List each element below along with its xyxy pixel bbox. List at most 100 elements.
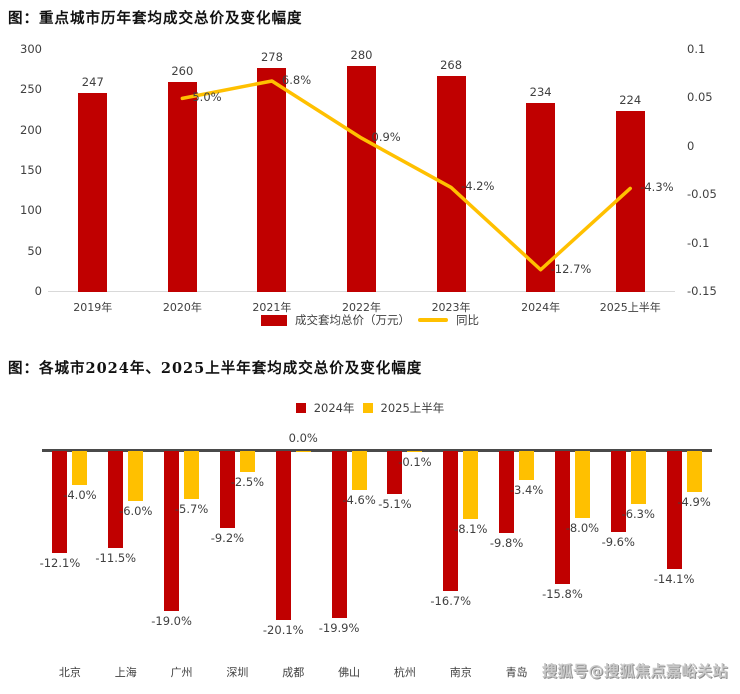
chart1-right-axis-tick: 0.05 <box>687 90 713 105</box>
chart1-left-axis-tick: 0 <box>34 284 42 298</box>
chart2-zero-axis-line <box>42 449 712 452</box>
chart2-city-label: 深圳 <box>226 666 249 679</box>
chart1-bar-value-label: 260 <box>171 64 194 79</box>
chart2-bar-2024 <box>499 451 515 534</box>
chart2-bar-value-label: -5.7% <box>174 501 209 516</box>
chart2-bar-value-label: -4.0% <box>63 487 97 502</box>
chart2-bar-2024 <box>52 451 68 553</box>
chart1-left-axis-tick: 100 <box>20 203 42 218</box>
chart2-legend: 2024年 2025上半年 <box>0 400 740 416</box>
chart2-bar-value-label: -19.0% <box>151 613 192 628</box>
chart2-bar-2025 <box>184 451 200 499</box>
chart1-left-axis-tick: 250 <box>20 82 42 97</box>
chart1-bar-value-label: 268 <box>440 57 463 72</box>
chart2-bar-value-label: -6.3% <box>621 506 655 521</box>
legend-2025-swatch <box>362 403 373 413</box>
chart2-bar-value-label: -4.6% <box>342 492 376 507</box>
chart2-bar-2025 <box>686 451 702 493</box>
chart2-bar-value-label: -8.0% <box>565 521 600 536</box>
chart2-city-label: 北京 <box>58 666 81 679</box>
chart1-bar-value-label: 234 <box>529 85 552 100</box>
chart2-bar-value-label: -19.9% <box>318 621 360 636</box>
chart1-bar <box>257 67 287 292</box>
chart2-bar-2025 <box>128 451 144 502</box>
chart1-plot-area: 0 50 100 150 200 250 300 0.1 0.05 0 -0.05 -0.1 -0.15… <box>20 42 717 314</box>
chart1-line-point-label: -4.2% <box>461 179 495 194</box>
chart2-bar-value-label: -9.2% <box>210 531 245 546</box>
chart2-category-labels: 北京 上海 广州 深圳 成都 佛山 杭州 南京 青岛 <box>42 664 712 682</box>
chart1-line-point-label: -4.3% <box>640 180 674 195</box>
legend-line-swatch <box>418 318 448 322</box>
chart2-bar-value-label: -5.1% <box>378 496 412 511</box>
chart1-right-axis-tick: -0.05 <box>687 187 717 202</box>
chart2-bar-2024 <box>108 451 124 548</box>
chart2-bar-2024 <box>666 451 682 570</box>
chart1-yoy-line <box>180 79 632 272</box>
chart1-left-axis-tick: 300 <box>20 42 42 56</box>
chart2-bar-2025 <box>295 451 311 452</box>
chart1-bar <box>167 82 197 292</box>
chart1-right-axis-tick: 0 <box>687 138 695 153</box>
chart2-bar-2025 <box>463 451 479 520</box>
chart2-city-label: 成都 <box>282 666 305 679</box>
chart1-legend: 成交套均总价（万元） 同比 <box>0 312 740 328</box>
chart1-bar-value-label: 247 <box>81 74 104 89</box>
chart2-bar-2025 <box>72 451 88 485</box>
chart2-city-label: 南京 <box>449 666 472 679</box>
chart1-line-point-label: 0.9% <box>371 130 401 145</box>
chart2-bar-2024 <box>443 451 459 592</box>
chart1-bar-value-label: 278 <box>260 49 283 64</box>
chart1-x-axis-label: 2025上半年 <box>599 301 661 314</box>
chart2-bar-2024 <box>554 451 570 584</box>
chart2-bar-2024 <box>610 451 626 532</box>
chart2-bar-value-label: -9.8% <box>489 536 524 551</box>
chart2-bar-2024 <box>275 451 291 620</box>
chart2-title: 图：各城市2024年、2025上半年套均成交总价及变化幅度 <box>8 360 423 377</box>
legend-2024-label: 2024年 <box>313 401 355 415</box>
chart2-bar-2025 <box>519 451 535 480</box>
chart1-right-axis-tick: -0.15 <box>687 284 717 298</box>
legend-2024-swatch <box>295 403 306 413</box>
chart1-x-axis-label: 2019年 <box>73 301 113 314</box>
chart1-right-axis-tick: -0.1 <box>687 235 710 250</box>
chart2-bar-value-label: 0.0% <box>288 431 318 445</box>
chart2-city-label: 上海 <box>114 666 137 679</box>
chart1-line-point-label: 6.8% <box>281 72 312 87</box>
legend-2025-label: 2025上半年 <box>380 401 445 415</box>
chart2-bar-2024 <box>219 451 235 529</box>
chart2-bar-value-label: -20.1% <box>262 622 304 637</box>
chart2-bar-2024 <box>331 451 347 619</box>
chart1-left-axis-tick: 50 <box>27 243 42 258</box>
chart2-city-label: 佛山 <box>338 666 361 679</box>
chart1-bar-value-label: 224 <box>619 93 642 108</box>
watermark-text: 搜狐号@搜狐焦点嘉峪关站 <box>542 662 729 680</box>
chart1-x-axis-label: 2024年 <box>521 301 561 314</box>
chart2-bar-value-label: -11.5% <box>95 550 137 565</box>
chart2-bar-value-label: -2.5% <box>230 475 265 489</box>
chart2-city-label: 杭州 <box>393 666 416 679</box>
chart2-bar-value-label: -9.6% <box>601 534 635 549</box>
yoy-line-path <box>180 79 632 272</box>
chart1-line-point-label: -12.7% <box>550 261 592 276</box>
chart2-bar-2025 <box>574 451 590 519</box>
chart2-bar-2025 <box>351 451 367 490</box>
chart1-bar <box>615 111 645 292</box>
chart2-bar-value-label: -8.1% <box>454 522 488 537</box>
chart2-bar-value-label: -6.0% <box>119 504 153 519</box>
chart2-bar-2024 <box>164 451 180 611</box>
chart1-bar-value-label: 280 <box>350 48 373 63</box>
chart2-city-label: 广州 <box>170 666 193 679</box>
chart2-bar-value-label: -15.8% <box>542 586 583 601</box>
chart1-left-axis-tick: 200 <box>20 122 42 137</box>
chart1-bar <box>347 66 376 292</box>
legend-line-label: 同比 <box>456 313 479 327</box>
chart2-bar-value-label: -4.9% <box>677 495 711 510</box>
chart1-x-axis-label: 2021年 <box>252 301 292 314</box>
chart2-bar-value-label: -14.1% <box>653 572 695 587</box>
chart2-bar-value-label: -12.1% <box>39 555 81 570</box>
chart2-bar-2025 <box>630 451 646 504</box>
chart2-bar-2025 <box>239 451 255 472</box>
chart1-bar <box>78 92 108 292</box>
chart2-city-label: 青岛 <box>505 666 528 679</box>
